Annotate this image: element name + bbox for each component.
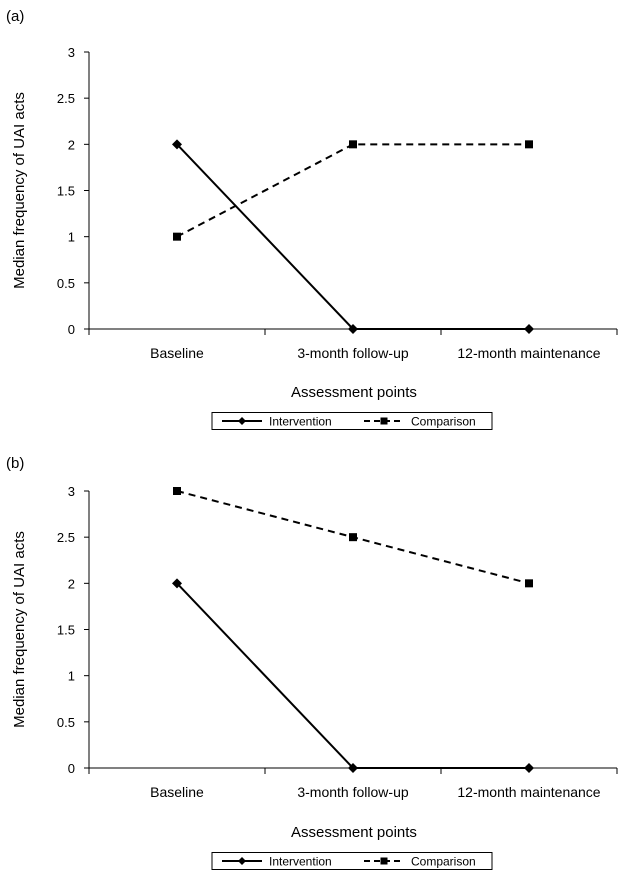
data-point-intervention [172, 578, 182, 589]
data-point-intervention [524, 324, 534, 334]
legend-marker-intervention [238, 857, 246, 865]
x-tick-label: 12-month maintenance [457, 345, 600, 361]
data-point-intervention [348, 763, 358, 773]
legend: Intervention Comparison [211, 412, 493, 430]
legend-label-comparison: Comparison [411, 855, 476, 869]
chart-panel-a: (a) Median frequency of UAI acts 0 0.5 1 1.5 2… [6, 8, 618, 430]
data-point-comparison [349, 140, 357, 149]
series-line-comparison [176, 143, 529, 238]
y-tick-label: 2.5 [57, 91, 75, 106]
y-tick-label: 0 [68, 761, 75, 776]
x-tick-label: Baseline [150, 345, 204, 361]
legend-label-intervention: Intervention [269, 415, 332, 429]
x-axis-title: Assessment points [291, 384, 417, 401]
y-tick-label: 2 [68, 576, 75, 591]
x-axis-title: Assessment points [291, 824, 417, 841]
legend-marker-comparison [380, 857, 388, 865]
y-tick-label: 2 [68, 137, 75, 152]
legend-label-comparison: Comparison [411, 415, 476, 429]
legend-marker-comparison [380, 417, 388, 425]
data-point-comparison [525, 140, 533, 149]
x-tick-label: 12-month maintenance [457, 784, 600, 800]
data-point-comparison [349, 533, 357, 542]
x-tick-label: Baseline [150, 784, 204, 800]
y-tick-label: 0 [68, 322, 75, 337]
data-point-comparison [173, 487, 181, 495]
legend-box [211, 412, 493, 430]
data-point-intervention [348, 324, 358, 334]
panel-label: (a) [6, 8, 24, 25]
chart-panel-b: (b) Median frequency of UAI acts 0 0.5 1 1.5 2… [6, 455, 618, 870]
y-axis-title: Median frequency of UAI acts [11, 531, 28, 728]
y-tick-label: 1.5 [57, 184, 75, 199]
x-tick-label: 3-month follow-up [297, 345, 408, 361]
legend: Intervention Comparison [211, 852, 493, 870]
y-axis-title: Median frequency of UAI acts [11, 92, 28, 289]
y-tick-label: 1 [68, 230, 75, 245]
x-tick-label: 3-month follow-up [297, 784, 408, 800]
legend-label-intervention: Intervention [269, 855, 332, 869]
data-point-comparison [525, 579, 533, 588]
legend-box [211, 852, 493, 870]
y-tick-label: 2.5 [57, 530, 75, 545]
data-point-intervention [524, 763, 534, 773]
y-tick-label: 1 [68, 669, 75, 684]
y-tick-label: 1.5 [57, 623, 75, 638]
y-tick-label: 0.5 [57, 715, 75, 730]
y-tick-label: 3 [68, 45, 75, 60]
panel-label: (b) [6, 455, 24, 472]
series-line-intervention [176, 582, 529, 769]
legend-marker-intervention [238, 417, 246, 425]
y-tick-label: 3 [68, 484, 75, 499]
y-tick-label: 0.5 [57, 276, 75, 291]
data-point-comparison [173, 232, 181, 241]
series-line-intervention [176, 143, 529, 330]
data-point-intervention [172, 139, 182, 150]
